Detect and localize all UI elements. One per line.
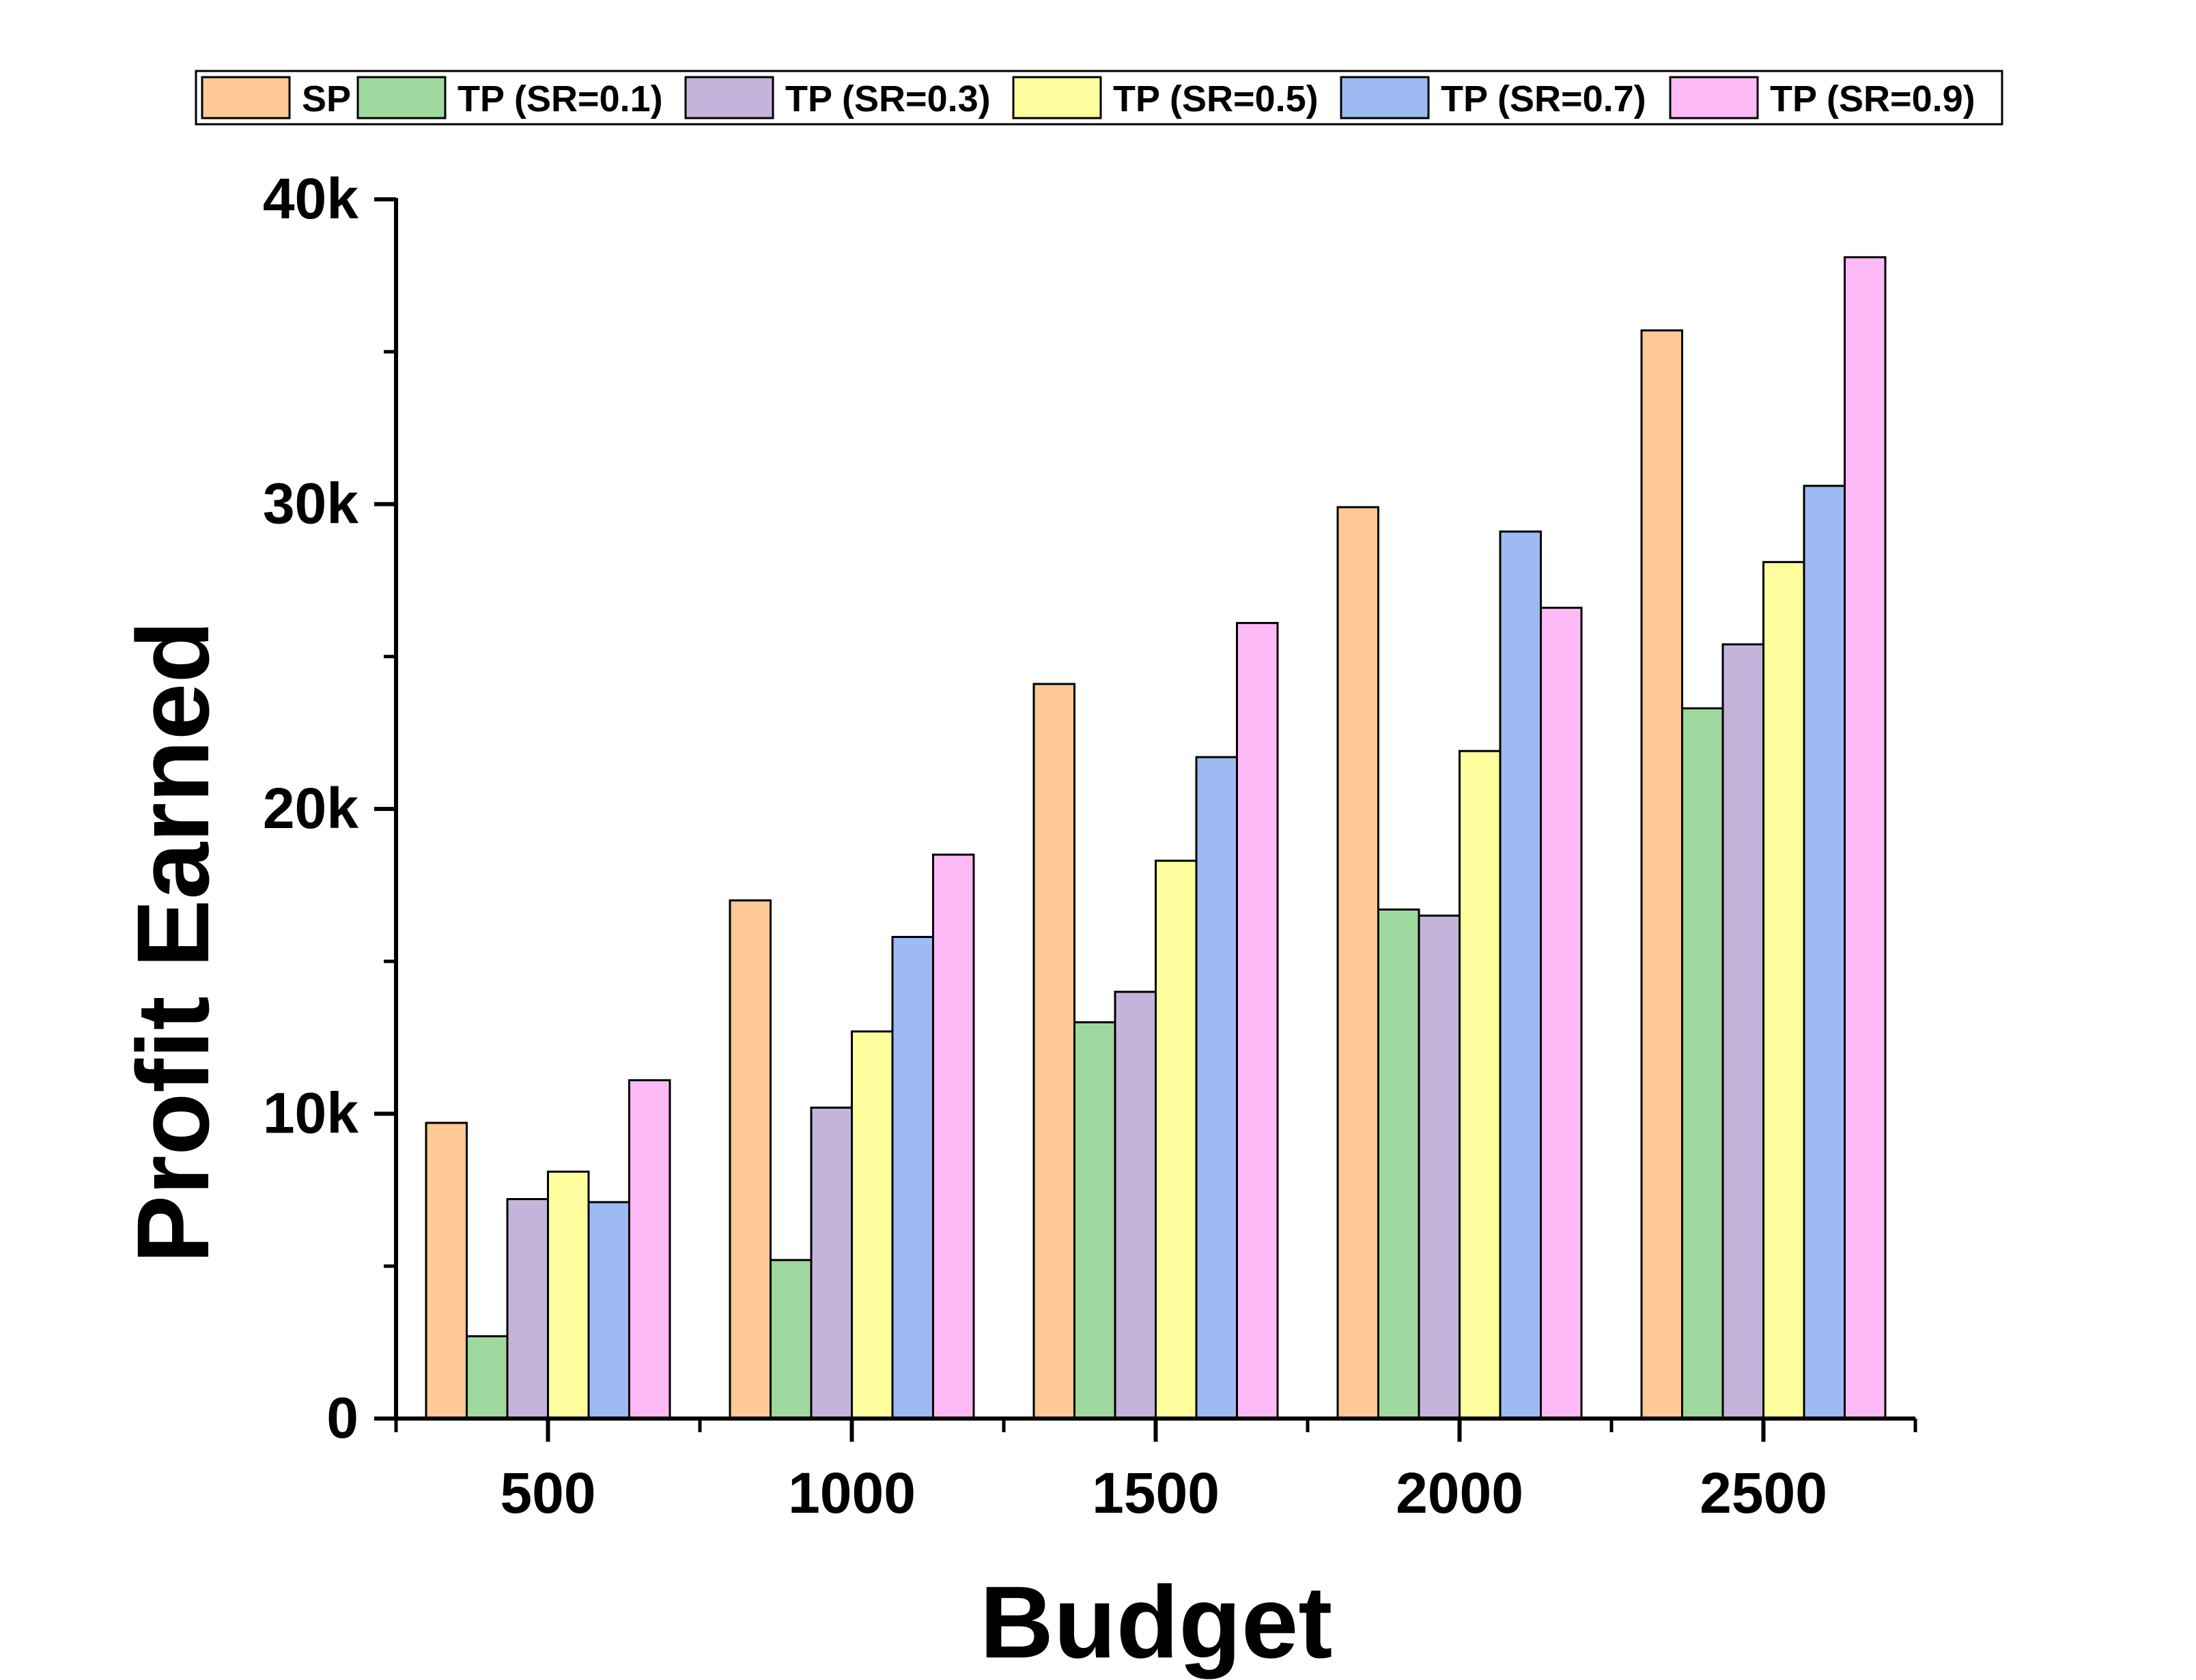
bar (628, 1079, 671, 1420)
x-tick-label: 2000 (1396, 1461, 1523, 1525)
bar (466, 1335, 509, 1420)
bar (1499, 530, 1542, 1420)
x-tick-label: 1000 (788, 1461, 916, 1525)
y-tick-label: 10k (263, 1081, 358, 1145)
legend: SP TP (SR=0.1) TP (SR=0.3) TP (SR=0.5) TP (S… (195, 70, 2003, 126)
bar (1762, 560, 1805, 1420)
bar (1640, 329, 1683, 1420)
bar (1073, 1021, 1116, 1420)
bar (547, 1170, 590, 1420)
legend-label: TP (SR=0.1) (458, 79, 663, 119)
legend-swatch (356, 76, 447, 119)
bar (1681, 707, 1724, 1420)
legend-swatch (1669, 76, 1759, 119)
bar (1803, 485, 1846, 1420)
legend-swatch (201, 76, 291, 119)
x-tick-label: 1500 (1092, 1461, 1220, 1525)
bar (506, 1198, 549, 1420)
x-axis-label: Budget (980, 1565, 1333, 1679)
bar (932, 853, 975, 1420)
bar (1418, 914, 1461, 1420)
bar (729, 899, 772, 1420)
legend-swatch (1340, 76, 1430, 119)
legend-label: TP (SR=0.3) (785, 79, 991, 119)
bar (1459, 750, 1502, 1420)
bar (1032, 683, 1075, 1420)
bar (1195, 756, 1238, 1420)
y-tick-label: 20k (263, 776, 358, 840)
bar (810, 1107, 853, 1420)
bar (1155, 859, 1198, 1420)
legend-label: SP (302, 79, 351, 119)
bar (587, 1201, 630, 1420)
axes (374, 197, 1917, 1442)
bar (425, 1122, 468, 1420)
bar (1844, 256, 1887, 1420)
legend-label: TP (SR=0.9) (1770, 79, 1975, 119)
y-tick-label: 40k (263, 167, 358, 231)
y-tick-label: 30k (263, 472, 358, 536)
bars (425, 256, 1887, 1420)
bar (1336, 506, 1379, 1420)
bar (770, 1259, 813, 1420)
tick-labels: 0 10k 20k 30k 40k 500 1000 1500 2000 2500 (263, 167, 1827, 1525)
bar (1721, 643, 1764, 1420)
legend-swatch (1012, 76, 1102, 119)
x-tick-label: 2500 (1700, 1461, 1827, 1525)
y-tick-label: 0 (326, 1386, 358, 1450)
bar (851, 1030, 894, 1420)
legend-label: TP (SR=0.5) (1113, 79, 1319, 119)
bar (1236, 622, 1279, 1420)
bar (1540, 606, 1583, 1420)
legend-label: TP (SR=0.7) (1441, 79, 1646, 119)
x-tick-label: 500 (500, 1461, 595, 1525)
bar (1377, 908, 1420, 1420)
bar (1114, 991, 1157, 1420)
bar (891, 936, 934, 1420)
legend-swatch (684, 76, 774, 119)
y-axis-label: Profit Earned (115, 621, 230, 1264)
